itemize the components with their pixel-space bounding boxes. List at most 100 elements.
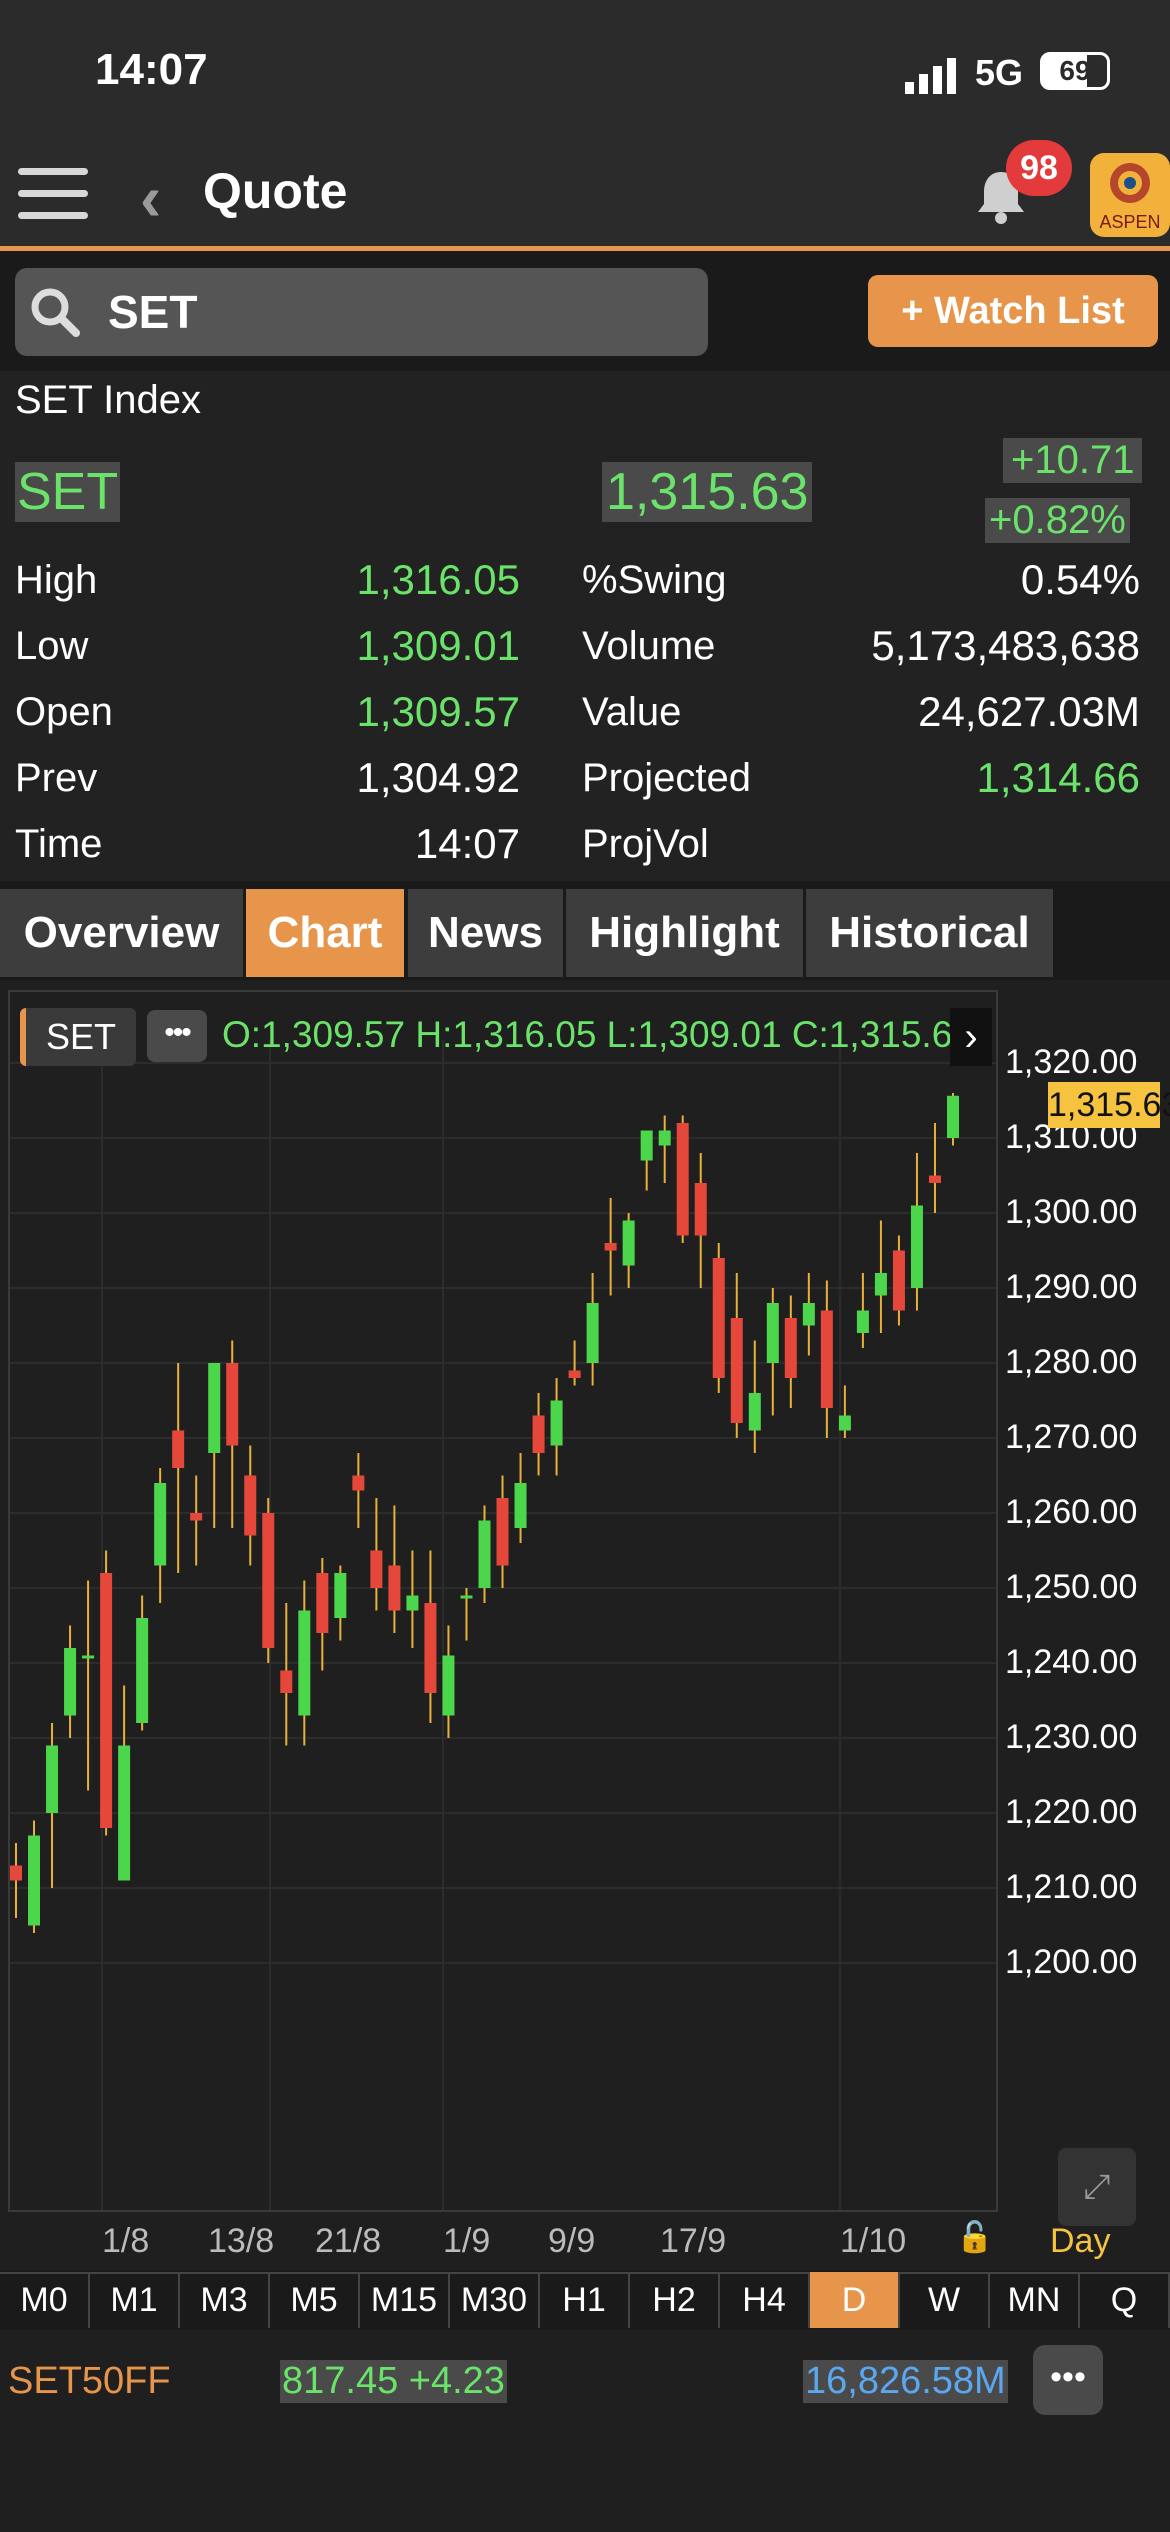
candle: [136, 1595, 149, 1731]
candle-body: [586, 1303, 599, 1363]
candle-body: [424, 1603, 437, 1693]
timeframe-h2[interactable]: H2: [630, 2272, 720, 2328]
chart-more-button[interactable]: •••: [147, 1010, 207, 1062]
candle-body: [838, 1415, 851, 1431]
candle-body: [856, 1310, 869, 1333]
y-tick-label: 1,260.00: [1005, 1493, 1138, 1531]
stat-value-pct-swing: 0.54%: [1020, 556, 1140, 603]
tab-historical[interactable]: Historical: [806, 889, 1053, 977]
candle: [406, 1550, 419, 1648]
candle: [316, 1558, 329, 1671]
candle: [262, 1498, 275, 1663]
timeframe-w[interactable]: W: [900, 2272, 990, 2328]
candle-body: [262, 1513, 275, 1648]
timeframe-q[interactable]: Q: [1080, 2272, 1170, 2328]
candle-body: [676, 1123, 689, 1236]
tab-chart[interactable]: Chart: [246, 889, 404, 977]
candle-body: [550, 1400, 563, 1446]
ticker-volume: 16,826.58M: [803, 2360, 1008, 2403]
y-tick-label: 1,290.00: [1005, 1268, 1138, 1306]
symbol-search-box[interactable]: [15, 268, 708, 356]
search-icon: [28, 285, 84, 346]
y-tick-label: 1,250.00: [1005, 1568, 1138, 1606]
add-watchlist-button[interactable]: + Watch List: [868, 275, 1158, 347]
x-tick-label: 17/9: [660, 2222, 727, 2260]
chart-symbol[interactable]: SET: [20, 1008, 136, 1066]
candle-body: [442, 1655, 455, 1716]
candle: [586, 1273, 599, 1386]
candle: [172, 1363, 185, 1573]
chart-plot[interactable]: [8, 990, 998, 2212]
timeframe-m1[interactable]: M1: [90, 2272, 180, 2328]
battery-icon: 69: [1040, 52, 1110, 90]
y-tick-label: 1,220.00: [1005, 1793, 1138, 1831]
quote-info-panel: [0, 371, 1170, 881]
candle: [118, 1685, 131, 1881]
candle: [154, 1468, 167, 1603]
lock-icon[interactable]: 🔓: [956, 2221, 994, 2254]
last-price-label: 1,315.63: [1048, 1082, 1170, 1128]
status-bar: [0, 0, 1170, 150]
y-tick-label: 1,280.00: [1005, 1343, 1138, 1381]
stat-label-projvol: ProjVol: [582, 822, 709, 866]
timeframe-m3[interactable]: M3: [180, 2272, 270, 2328]
tab-overview[interactable]: Overview: [0, 889, 243, 977]
quote-symbol: SET: [15, 462, 121, 522]
candle: [892, 1235, 905, 1326]
candle: [928, 1123, 941, 1213]
page-title: Quote: [203, 163, 348, 219]
timeframe-h1[interactable]: H1: [540, 2272, 630, 2328]
candle-body: [712, 1258, 725, 1378]
candle: [244, 1445, 257, 1566]
menu-icon[interactable]: [18, 168, 88, 234]
timeframe-h4[interactable]: H4: [720, 2272, 810, 2328]
candle-body: [460, 1595, 473, 1599]
candle-body: [532, 1415, 545, 1453]
search-input[interactable]: SET: [108, 286, 198, 338]
back-icon[interactable]: ‹: [140, 162, 162, 234]
candle: [370, 1498, 383, 1611]
candle: [712, 1243, 725, 1393]
candle: [190, 1475, 203, 1566]
x-tick-label: 13/8: [208, 2222, 275, 2260]
timeframe-m0[interactable]: M0: [0, 2272, 90, 2328]
candle: [100, 1550, 113, 1836]
candle-body: [820, 1310, 833, 1408]
y-tick-label: 1,320.00: [1005, 1043, 1138, 1081]
tab-highlight[interactable]: Highlight: [566, 889, 803, 977]
candle-body: [118, 1745, 131, 1881]
stat-value-time: 14:07: [414, 820, 520, 867]
candle: [46, 1723, 59, 1888]
candle-body: [568, 1370, 581, 1378]
candle-body: [298, 1610, 311, 1716]
candle: [10, 1843, 22, 1918]
timeframe-m30[interactable]: M30: [450, 2272, 540, 2328]
stat-value-value: 24,627.03M: [918, 688, 1140, 735]
timeframe-d[interactable]: D: [810, 2272, 900, 2328]
candle-body: [64, 1648, 77, 1716]
candle-body: [226, 1363, 239, 1446]
candle: [622, 1213, 635, 1288]
price-change-percent: +0.82%: [985, 498, 1130, 543]
y-tick-label: 1,300.00: [1005, 1193, 1138, 1231]
candle-body: [244, 1475, 257, 1536]
ticker-more-button[interactable]: •••: [1033, 2345, 1103, 2415]
stat-label-pct-swing: %Swing: [582, 558, 727, 602]
ticker-value: 817.45 +4.23: [280, 2360, 507, 2403]
candle: [334, 1565, 347, 1641]
stat-value-projected: 1,314.66: [976, 754, 1141, 801]
x-tick-label: 21/8: [315, 2222, 382, 2260]
expand-icon[interactable]: ⤢: [1058, 2148, 1136, 2226]
candle-body: [694, 1183, 707, 1236]
aspen-logo[interactable]: ASPEN: [1090, 153, 1170, 237]
ticker-symbol[interactable]: SET50FF: [8, 2360, 171, 2402]
chevron-right-icon[interactable]: ›: [950, 1008, 992, 1066]
candle-body: [622, 1220, 635, 1266]
stat-label-time: Time: [15, 822, 103, 866]
tab-news[interactable]: News: [408, 889, 563, 977]
status-time: 14:07: [95, 45, 208, 94]
timeframe-m15[interactable]: M15: [360, 2272, 450, 2328]
candle: [532, 1393, 545, 1476]
timeframe-mn[interactable]: MN: [990, 2272, 1080, 2328]
timeframe-m5[interactable]: M5: [270, 2272, 360, 2328]
